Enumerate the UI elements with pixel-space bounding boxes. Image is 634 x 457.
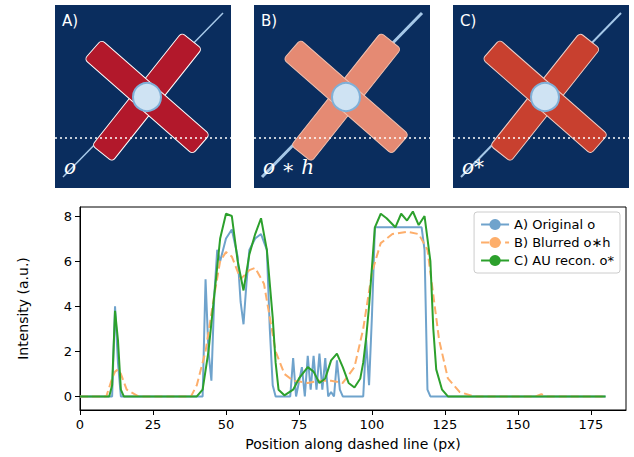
svg-text:o ∗ h: o ∗ h: [263, 155, 314, 179]
svg-text:125: 125: [433, 417, 458, 432]
svg-text:50: 50: [218, 417, 235, 432]
svg-text:0: 0: [64, 389, 72, 404]
svg-text:C) AU recon. o*: C) AU recon. o*: [514, 253, 614, 268]
svg-text:Intensity (a.u.): Intensity (a.u.): [15, 257, 31, 360]
svg-text:100: 100: [360, 417, 385, 432]
svg-text:75: 75: [291, 417, 308, 432]
svg-text:0: 0: [76, 417, 84, 432]
svg-text:4: 4: [64, 299, 72, 314]
svg-text:B): B): [261, 12, 277, 30]
svg-text:o*: o*: [462, 155, 484, 179]
svg-text:150: 150: [506, 417, 531, 432]
svg-text:C): C): [460, 12, 476, 30]
svg-text:175: 175: [579, 417, 604, 432]
svg-text:25: 25: [145, 417, 162, 432]
svg-text:6: 6: [64, 254, 72, 269]
svg-text:8: 8: [64, 209, 72, 224]
svg-text:B) Blurred o∗h: B) Blurred o∗h: [514, 235, 611, 250]
svg-text:2: 2: [64, 344, 72, 359]
svg-text:A) Original o: A) Original o: [514, 217, 595, 232]
svg-text:o: o: [64, 155, 76, 179]
svg-text:A): A): [62, 12, 78, 30]
svg-text:Position along dashed line (px: Position along dashed line (px): [245, 436, 461, 452]
